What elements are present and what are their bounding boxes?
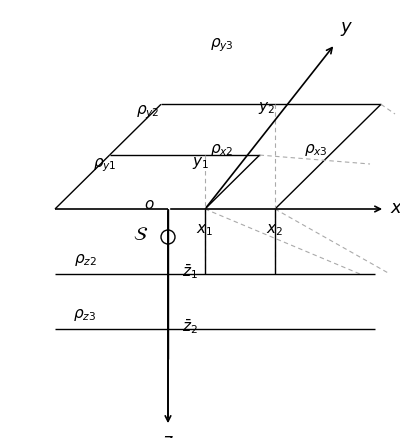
Text: $\rho_{y1}$: $\rho_{y1}$ xyxy=(93,156,117,173)
Text: $\rho_{y3}$: $\rho_{y3}$ xyxy=(210,36,234,54)
Text: $y_1$: $y_1$ xyxy=(192,155,209,171)
Text: $\rho_{x2}$: $\rho_{x2}$ xyxy=(210,141,234,158)
Text: $\mathcal{S}$: $\mathcal{S}$ xyxy=(133,225,148,244)
Text: $o$: $o$ xyxy=(144,197,155,212)
Text: $y$: $y$ xyxy=(340,20,353,38)
Text: $y_2$: $y_2$ xyxy=(258,100,275,116)
Text: $z$: $z$ xyxy=(162,431,174,438)
Text: $\bar{z}_2$: $\bar{z}_2$ xyxy=(182,317,198,336)
Text: $x_2$: $x_2$ xyxy=(266,222,284,237)
Text: $\rho_{z2}$: $\rho_{z2}$ xyxy=(74,251,96,267)
Text: $\rho_{y2}$: $\rho_{y2}$ xyxy=(136,103,160,120)
Text: $\rho_{x3}$: $\rho_{x3}$ xyxy=(304,141,328,158)
Text: $\bar{z}_1$: $\bar{z}_1$ xyxy=(182,262,198,281)
Text: $x$: $x$ xyxy=(390,198,400,216)
Text: $x_1$: $x_1$ xyxy=(196,222,214,237)
Text: $\rho_{z3}$: $\rho_{z3}$ xyxy=(74,306,96,322)
